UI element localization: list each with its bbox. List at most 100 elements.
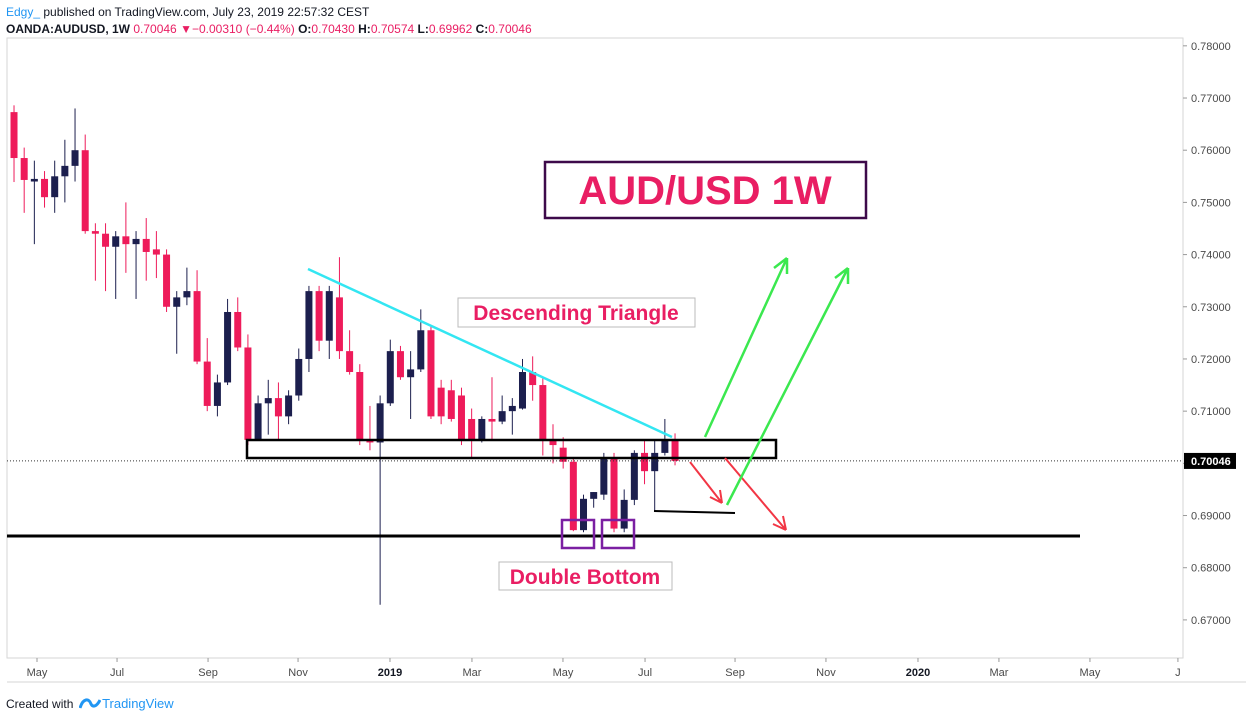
candle-body [142,238,150,252]
h: 0.70574 [370,22,415,36]
candle-body [203,361,211,406]
candle-body [488,418,496,422]
candle-body [508,405,516,412]
bottom-box [560,518,596,550]
candle-body [224,311,232,383]
x-tick-label: Jul [110,667,124,679]
candle-body [549,439,557,446]
y-tick-label: 0.68000 [1191,563,1231,575]
candle-body [529,372,537,386]
x-tick-label: May [1080,667,1101,679]
candle-body [468,418,476,440]
candle-body [651,452,659,472]
candle-body [600,458,608,495]
label-box [457,297,696,328]
candle-body [620,499,628,529]
c: 0.70046 [488,22,532,36]
arrow [724,457,787,531]
candle-body [91,231,99,234]
o: 0.70430 [311,22,355,36]
x-tick-label: Nov [288,667,308,679]
x-tick-label: Mar [462,667,481,679]
y-tick-label: 0.72000 [1191,354,1231,366]
candle-body [641,452,649,472]
low-line [653,510,736,514]
candle-body [447,390,455,419]
brand[interactable]: TradingView [102,696,174,711]
bottom-box [600,518,636,550]
y-tick-label: 0.73000 [1191,302,1231,314]
y-tick-label: 0.67000 [1191,615,1231,627]
h-label: H: [358,22,371,36]
candle-body [305,291,313,359]
candle-body [325,291,333,341]
candle-body [61,165,69,177]
arrow [725,267,850,506]
candle-body [356,372,364,440]
symbol: OANDA:AUDUSD, 1W [6,22,130,36]
header: Edgy_ published on TradingView.com, July… [6,4,532,38]
candle-body [335,297,343,352]
candle-body [213,382,221,406]
red-arrows [689,457,787,531]
candle-body [407,369,415,378]
candle-body [234,311,242,348]
x-tick-label: Mar [989,667,1008,679]
chart-title: AUD/USD 1W [578,169,832,213]
x-tick-label: Nov [816,667,836,679]
green-arrows [703,257,850,506]
x-tick-label: 2020 [906,667,930,679]
candle-body [417,330,425,370]
author[interactable]: Edgy_ [6,5,41,19]
candle-body [569,461,577,531]
candle-body [580,498,588,531]
c-label: C: [475,22,489,36]
candle-body [590,492,598,499]
support-zone [245,438,778,460]
y-tick-label: 0.74000 [1191,250,1231,262]
y-tick-label: 0.69000 [1191,511,1231,523]
bottom-label: Double Bottom [510,566,660,589]
y-tick-label: 0.71000 [1191,406,1231,418]
candle-body [457,395,465,440]
x-tick-label: J [1175,667,1181,679]
candle-body [183,291,191,298]
candle-body [163,254,171,307]
candle-body [661,439,669,453]
candle-body [559,447,567,462]
candle-body [20,158,28,180]
x-tick-label: May [27,667,48,679]
candle-body [274,398,282,417]
candle-body [478,418,486,440]
change: −0.00310 (−0.44%) [191,22,295,36]
x-tick-label: Sep [198,667,218,679]
arrow [703,257,789,438]
y-tick-label: 0.78000 [1191,41,1231,53]
y-tick-label: 0.77000 [1191,93,1231,105]
plot-frame [6,37,1184,659]
candle-body [610,458,618,529]
last-price-label: 0.70046 [1191,456,1231,468]
y-tick-label: 0.75000 [1191,197,1231,209]
candle-body [518,372,526,409]
candle-body [244,347,252,440]
publish-line: Edgy_ published on TradingView.com, July… [6,4,532,21]
candle-body [346,351,354,373]
drawings: AUD/USD 1W Descending Triangle Double Bo… [7,160,1080,591]
candle-body [112,236,120,247]
candle-body [539,385,547,440]
candle-body [671,440,679,461]
candle-body [376,403,384,443]
candle-body [10,112,18,159]
x-tick-label: Sep [725,667,745,679]
candle-body [315,291,323,341]
candle-body [386,351,394,404]
title-box [543,160,868,220]
candle-body [41,178,49,198]
x-tick-label: Jul [638,667,652,679]
price: 0.70046 [133,22,177,36]
candle-body [102,233,110,247]
candle-body [152,249,160,255]
o-label: O: [298,22,312,36]
